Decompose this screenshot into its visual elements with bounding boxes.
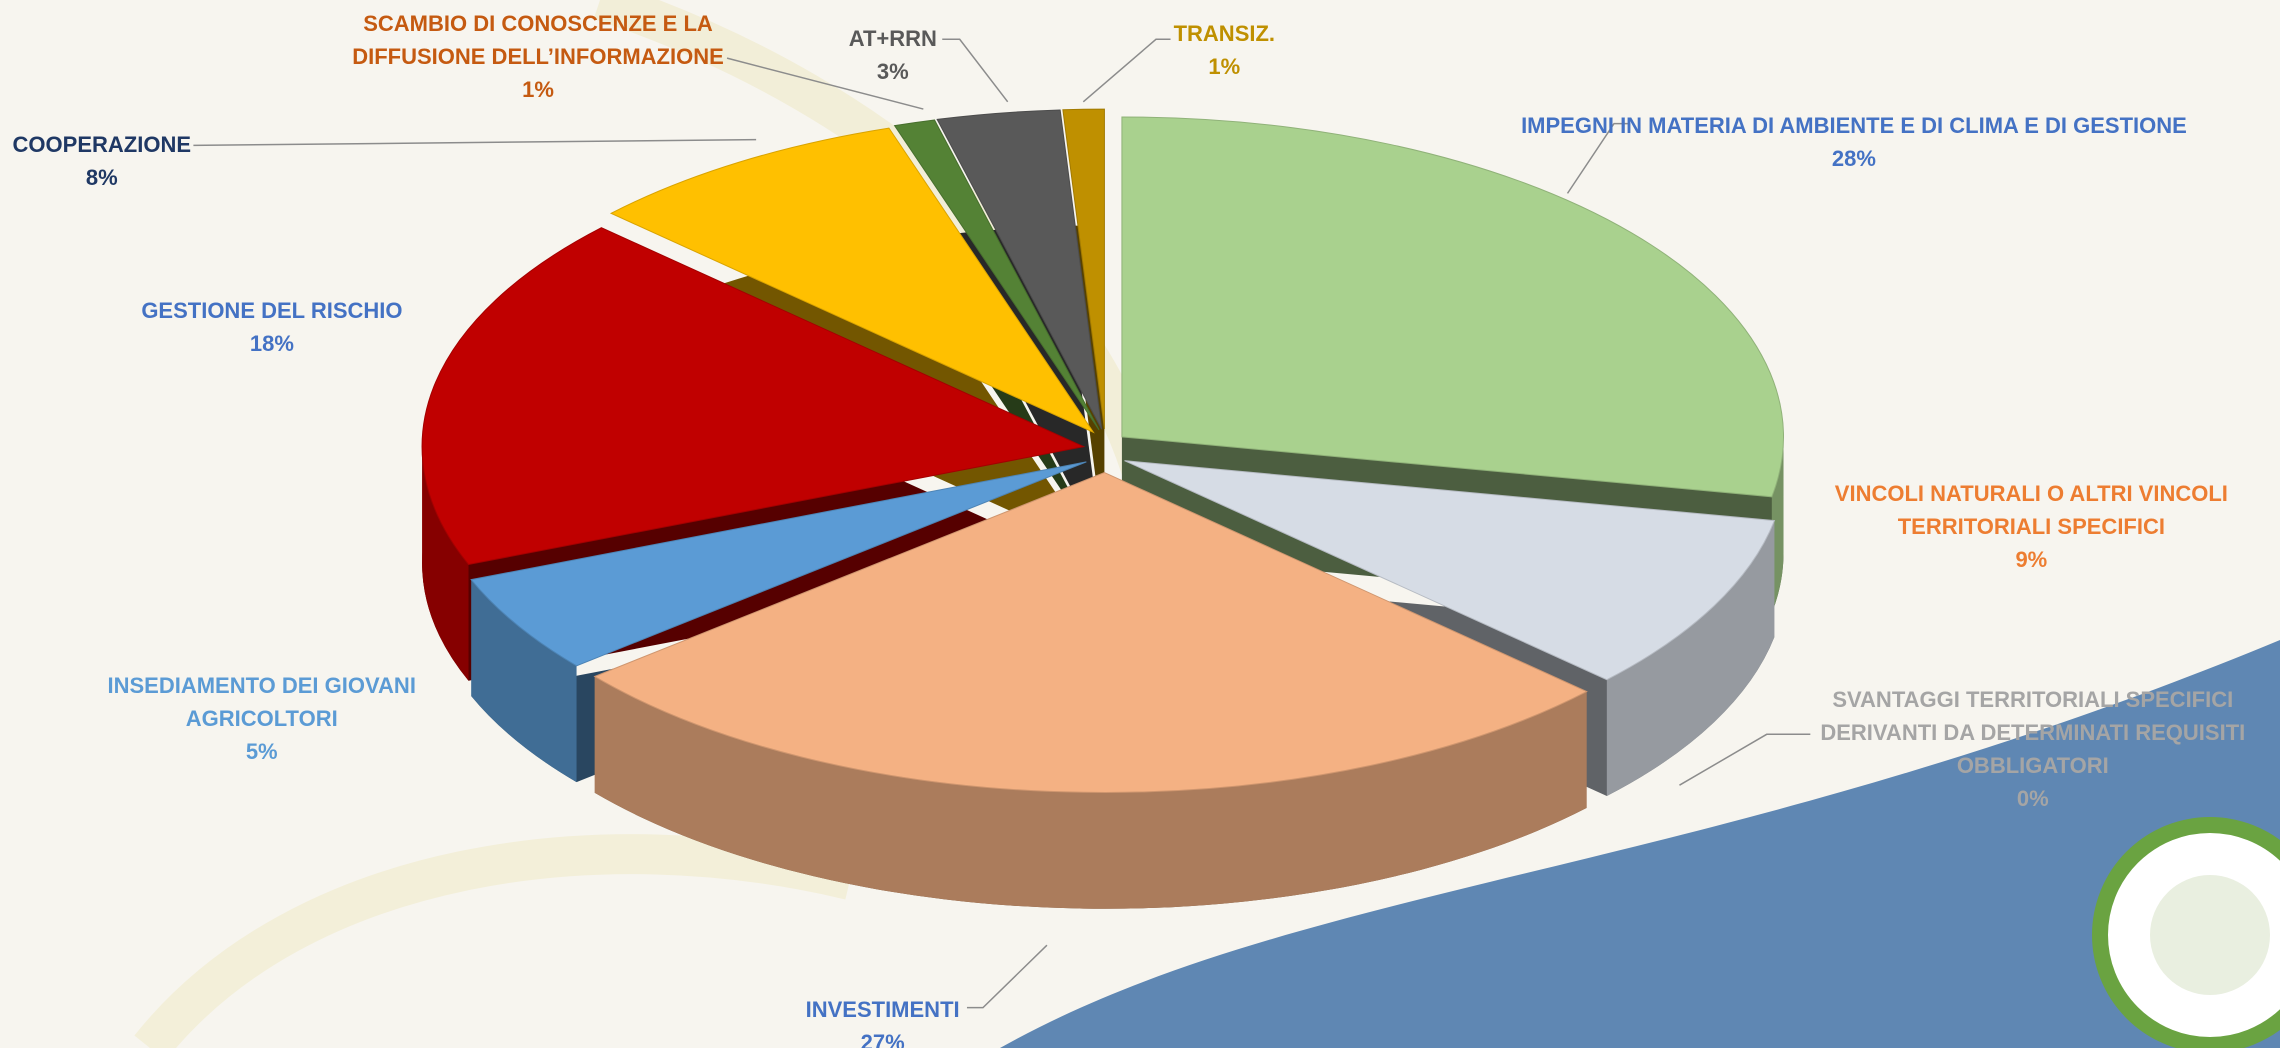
slice <box>609 127 1095 434</box>
data-label: TRANSIZ. 1% <box>1137 17 1311 83</box>
value-label: 27% <box>860 1030 905 1048</box>
value-label: 8% <box>85 164 118 190</box>
data-label: GESTIONE DEL RISCHIO 18% <box>54 294 490 360</box>
leader-line <box>193 138 757 147</box>
category-label: INVESTIMENTI <box>805 997 960 1023</box>
category-label: SCAMBIO DI CONOSCENZE E LA DIFFUSIONE DE… <box>352 11 724 70</box>
category-label: IMPEGNI IN MATERIA DI AMBIENTE E DI CLIM… <box>1521 113 2187 139</box>
slice-side <box>471 579 577 783</box>
category-label: VINCOLI NATURALI O ALTRI VINCOLI TERRITO… <box>1834 480 2228 539</box>
value-label: 0% <box>2016 786 2049 812</box>
value-label: 28% <box>1831 146 1876 172</box>
data-label: COOPERAZIONE 8% <box>0 128 218 194</box>
slice <box>936 109 1103 430</box>
category-label: TRANSIZ. <box>1173 21 1276 47</box>
value-label: 9% <box>2015 546 2048 572</box>
data-label: INVESTIMENTI 27% <box>737 993 1028 1048</box>
slice <box>893 119 1100 431</box>
data-label: INSEDIAMENTO DEI GIOVANI AGRICOLTORI 5% <box>44 669 480 768</box>
data-label: SVANTAGGI TERRITORIALI SPECIFICI DERIVAN… <box>1793 683 2273 815</box>
leader-line <box>1679 733 1811 786</box>
leader-line <box>942 38 1009 103</box>
value-label: 18% <box>249 330 294 356</box>
leader-line <box>1082 38 1171 103</box>
slice <box>1062 108 1105 430</box>
data-label: AT+RRN 3% <box>820 22 965 88</box>
leader-line <box>1566 122 1629 194</box>
category-label: AT+RRN <box>848 25 937 51</box>
data-label: SCAMBIO DI CONOSCENZE E LA DIFFUSIONE DE… <box>320 7 756 106</box>
leader-line <box>726 57 924 110</box>
slice-side <box>1771 436 1784 614</box>
slice-side <box>422 446 469 681</box>
slice-side <box>1606 520 1775 796</box>
slice <box>593 472 1588 793</box>
data-label: VINCOLI NATURALI O ALTRI VINCOLI TERRITO… <box>1813 477 2249 576</box>
data-label: IMPEGNI IN MATERIA DI AMBIENTE E DI CLIM… <box>1520 109 2189 175</box>
value-label: 1% <box>522 77 554 103</box>
category-label: SVANTAGGI TERRITORIALI SPECIFICI DERIVAN… <box>1820 687 2246 779</box>
slice <box>421 227 1086 565</box>
slice <box>1121 116 1785 498</box>
leader-line <box>966 944 1048 1009</box>
value-label: 3% <box>876 58 909 84</box>
bg-swoosh <box>1000 640 2280 1048</box>
category-label: COOPERAZIONE <box>12 131 192 157</box>
logo <box>2150 875 2270 995</box>
slice <box>1124 460 1776 681</box>
category-label: INSEDIAMENTO DEI GIOVANI AGRICOLTORI <box>107 672 416 731</box>
value-label: 5% <box>245 738 278 764</box>
category-label: GESTIONE DEL RISCHIO <box>141 297 403 323</box>
slice <box>470 461 1087 667</box>
value-label: 1% <box>1208 54 1241 80</box>
bg-swoosh <box>134 834 855 1048</box>
